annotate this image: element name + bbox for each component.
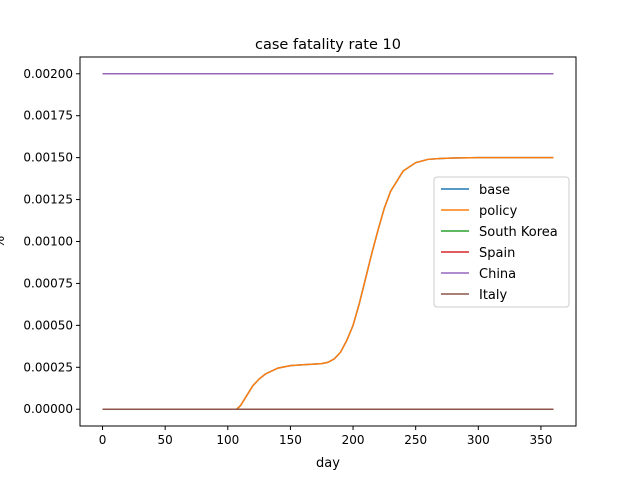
series-line-1 (102, 156, 554, 410)
x-tick-label: 300 (467, 433, 490, 447)
x-tick-label: 200 (342, 433, 365, 447)
legend-entry: South Korea (479, 225, 558, 240)
y-axis-ticks: 0.00000 0.00025 0.00050 0.00075 0.00100 0.001… (23, 67, 80, 416)
y-tick-label: 0.00100 (23, 235, 73, 249)
y-tick-label: 0.00200 (23, 67, 73, 81)
chart-title: case fatality rate 10 (255, 37, 401, 53)
series-lines (102, 73, 554, 410)
y-tick-label: 0.00000 (23, 402, 73, 416)
legend-entry: Italy (479, 288, 508, 303)
y-tick-label: 0.00075 (23, 276, 73, 290)
x-tick-label: 150 (279, 433, 302, 447)
legend-entry: policy (479, 204, 518, 219)
legend-entry: Spain (479, 246, 515, 261)
x-tick-label: 250 (404, 433, 427, 447)
x-tick-label: 0 (99, 433, 107, 447)
y-tick-label: 0.00050 (23, 318, 73, 332)
legend-entry: base (479, 183, 510, 198)
legend-entry: China (479, 267, 516, 282)
x-tick-label: 50 (158, 433, 173, 447)
legend: base policy South Korea Spain China Italy (433, 176, 570, 308)
x-axis-ticks: 0 50 100 150 200 250 300 350 (99, 426, 552, 447)
y-tick-label: 0.00150 (23, 151, 73, 165)
x-axis-label: day (316, 456, 340, 471)
y-axis-label: % (0, 236, 8, 248)
x-tick-label: 100 (216, 433, 239, 447)
y-tick-label: 0.00025 (23, 360, 73, 374)
y-tick-label: 0.00175 (23, 109, 73, 123)
x-tick-label: 350 (529, 433, 552, 447)
y-tick-label: 0.00125 (23, 193, 73, 207)
